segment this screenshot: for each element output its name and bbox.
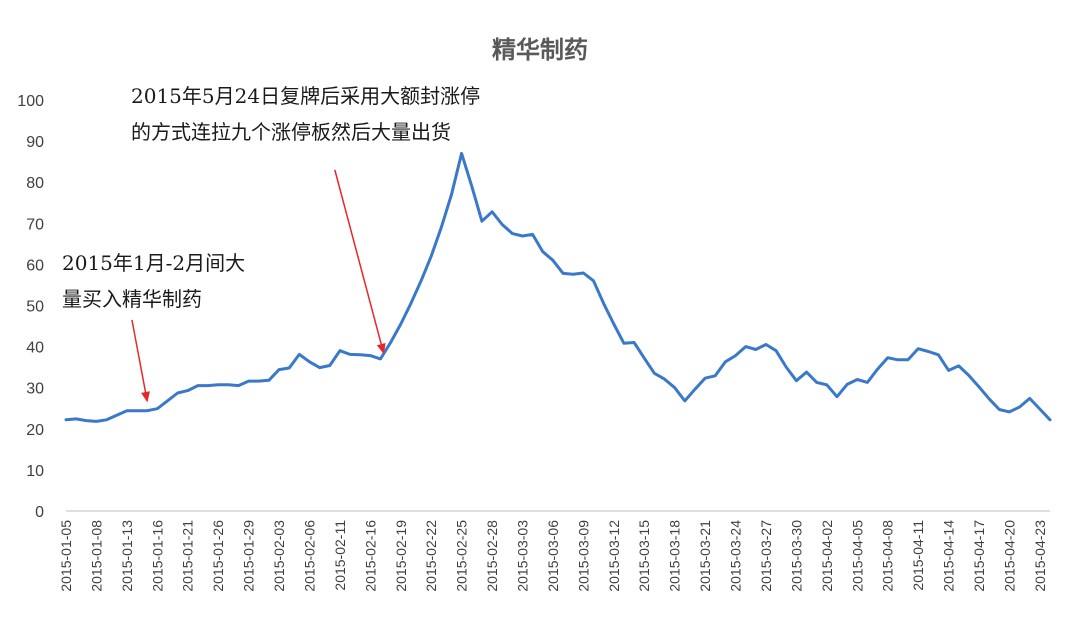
y-tick-label: 100: [17, 93, 44, 110]
x-tick-label: 2015-03-03: [514, 520, 530, 592]
x-tick-label: 2015-03-06: [545, 520, 561, 592]
y-axis: 0 10 20 30 40 50 60 70 80 90 100: [17, 93, 44, 521]
chart-title: 精华制药: [492, 35, 588, 64]
y-tick-label: 0: [35, 504, 44, 521]
y-tick-label: 40: [26, 340, 44, 357]
x-tick-label: 2015-02-16: [362, 520, 378, 592]
y-tick-label: 30: [26, 381, 44, 398]
x-tick-label: 2015-03-21: [697, 520, 713, 592]
x-tick-label: 2015-01-21: [180, 520, 196, 592]
annotation-arrow: [334, 169, 386, 355]
series-line: [64, 151, 1052, 423]
x-tick-label: 2015-04-14: [941, 520, 957, 592]
x-tick-label: 2015-01-26: [210, 520, 226, 592]
annotation-text: 量买入精华制药: [62, 287, 202, 311]
x-tick-label: 2015-04-17: [971, 520, 987, 592]
x-tick-label: 2015-02-06: [301, 520, 317, 592]
y-tick-label: 70: [26, 216, 44, 233]
x-tick-label: 2015-04-02: [819, 520, 835, 592]
x-tick-label: 2015-04-11: [910, 520, 926, 591]
x-tick-label: 2015-02-22: [423, 520, 439, 592]
x-tick-label: 2015-02-03: [271, 520, 287, 592]
annotation-text: 的方式连拉九个涨停板然后大量出货: [131, 120, 451, 144]
x-tick-label: 2015-03-15: [636, 520, 652, 592]
x-tick-label: 2015-03-09: [575, 520, 591, 592]
x-tick-label: 2015-03-30: [788, 520, 804, 592]
x-tick-label: 2015-03-12: [606, 520, 622, 592]
annotation-arrow: [131, 319, 150, 403]
x-tick-label: 2015-01-13: [119, 520, 135, 592]
x-tick-label: 2015-03-24: [728, 520, 744, 592]
y-tick-label: 20: [26, 422, 44, 439]
y-tick-label: 80: [26, 175, 44, 192]
x-tick-label: 2015-02-28: [484, 520, 500, 592]
annotation-text: 2015年5月24日复牌后采用大额封涨停: [131, 84, 480, 108]
x-tick-label: 2015-04-08: [880, 520, 896, 592]
y-tick-label: 10: [26, 463, 44, 480]
x-tick-label: 2015-02-25: [454, 520, 470, 592]
x-tick-label: 2015-02-19: [393, 520, 409, 592]
x-tick-label: 2015-03-27: [758, 520, 774, 592]
x-tick-label: 2015-04-20: [1001, 520, 1017, 592]
y-tick-label: 90: [26, 134, 44, 151]
annotation-text: 2015年1月-2月间大: [62, 251, 245, 275]
x-tick-label: 2015-04-23: [1032, 520, 1048, 592]
y-tick-label: 50: [26, 299, 44, 316]
x-tick-label: 2015-01-08: [88, 520, 104, 592]
x-tick-label: 2015-04-05: [849, 520, 865, 592]
x-tick-label: 2015-01-16: [149, 520, 165, 592]
x-tick-label: 2015-01-29: [241, 520, 257, 592]
x-tick-label: 2015-03-18: [667, 520, 683, 592]
x-tick-label: 2015-01-05: [58, 520, 74, 592]
y-tick-label: 60: [26, 257, 44, 274]
series-layer: [64, 151, 1052, 423]
x-axis: 2015-01-05 2015-01-08 2015-01-13 2015-01-16…: [58, 510, 1050, 592]
x-tick-label: 2015-02-11: [332, 520, 348, 591]
